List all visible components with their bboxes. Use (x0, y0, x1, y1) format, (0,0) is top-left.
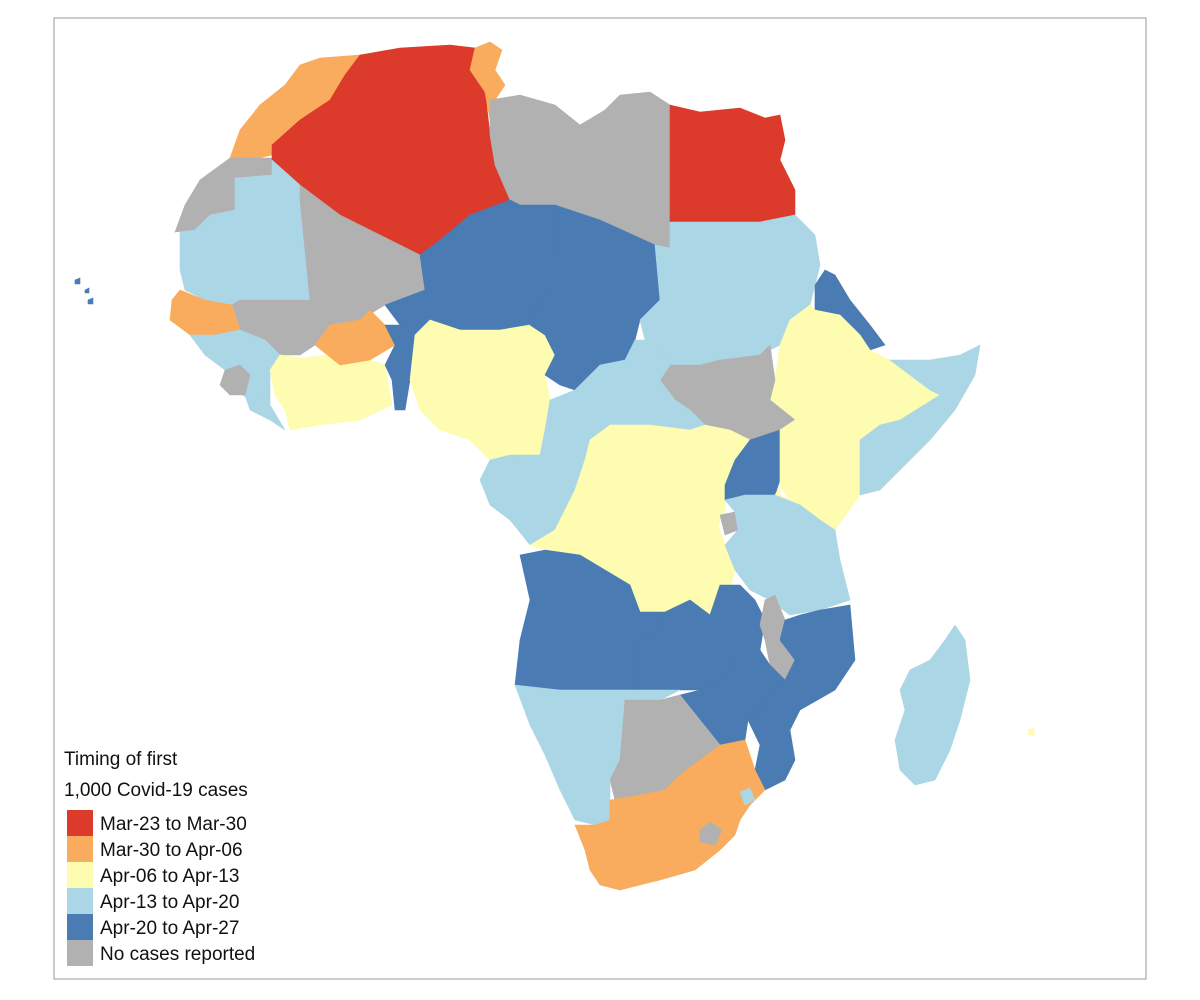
region-cote-divoire (269, 354, 393, 431)
legend-swatch (67, 810, 93, 836)
country-regions (74, 41, 1035, 891)
region-mali (231, 184, 426, 356)
legend-swatch (67, 836, 93, 862)
legend-title-line1: Timing of first (64, 749, 178, 770)
legend-label: Apr-06 to Apr-13 (100, 866, 239, 887)
region-south-africa (574, 739, 766, 891)
region-lesotho (699, 821, 723, 846)
legend-items: Mar-23 to Mar-30 Mar-30 to Apr-06 Apr-06 t… (67, 810, 255, 966)
legend-label: Mar-23 to Mar-30 (100, 814, 247, 835)
region-somalia (859, 344, 981, 496)
legend-label: Apr-13 to Apr-20 (100, 892, 239, 913)
region-liberia (244, 394, 286, 431)
region-uganda (724, 429, 791, 501)
legend-label: Mar-30 to Apr-06 (100, 840, 243, 861)
legend-title-line2: 1,000 Covid-19 cases (64, 780, 248, 801)
region-eswatini (739, 787, 756, 806)
legend-swatch (67, 940, 93, 966)
region-tunisia (469, 41, 506, 121)
region-madagascar (894, 624, 971, 786)
legend-swatch (67, 862, 93, 888)
legend-label: Apr-20 to Apr-27 (100, 918, 239, 939)
region-cabo-verde (74, 277, 94, 305)
legend-swatch (67, 914, 93, 940)
region-egypt (669, 104, 796, 223)
region-mauritius (1027, 727, 1035, 736)
legend-swatch (67, 888, 93, 914)
legend-label: No cases reported (100, 944, 255, 965)
legend: Timing of first 1,000 Covid-19 cases Mar… (64, 749, 255, 966)
